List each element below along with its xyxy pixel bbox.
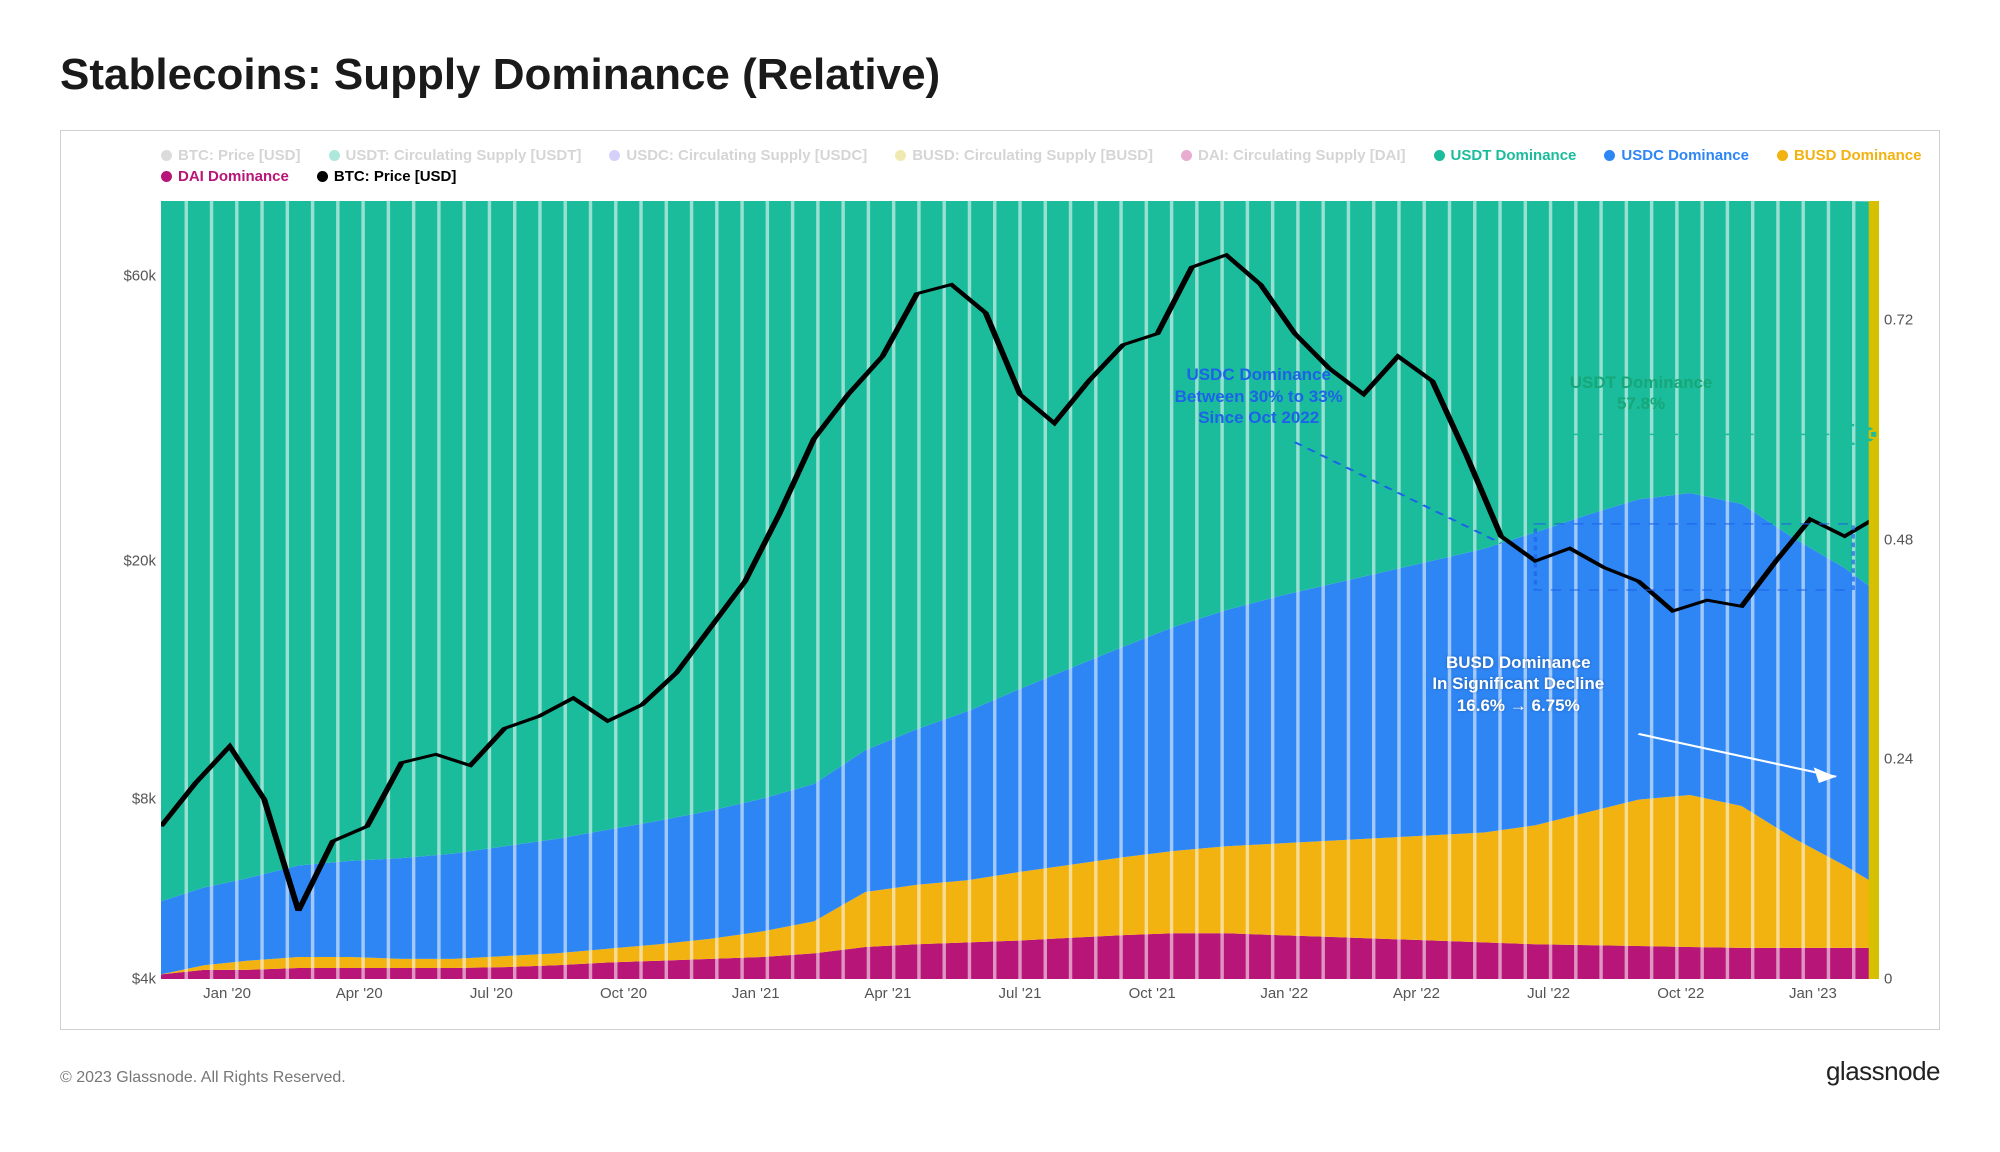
y-tick-right: 0 (1884, 971, 1892, 988)
legend-label: BTC: Price [USD] (178, 147, 301, 164)
y-tick-left: $20k (123, 553, 156, 570)
legend-item[interactable]: BUSD: Circulating Supply [BUSD] (895, 147, 1153, 164)
legend-swatch (609, 150, 620, 161)
legend-item[interactable]: BUSD Dominance (1777, 147, 1922, 164)
x-tick: Jan '23 (1789, 985, 1837, 1002)
brand-logo: glassnode (1826, 1056, 1940, 1087)
legend-label: USDC: Circulating Supply [USDC] (626, 147, 867, 164)
legend-swatch (1181, 150, 1192, 161)
y-tick-right: 0.24 (1884, 751, 1913, 768)
x-tick: Apr '22 (1393, 985, 1440, 1002)
y-axis-left: $60k$20k$8k$4k (101, 201, 156, 979)
legend-label: USDT: Circulating Supply [USDT] (346, 147, 582, 164)
y-tick-left: $4k (132, 971, 156, 988)
legend-item[interactable]: DAI Dominance (161, 168, 289, 185)
x-tick: Jan '21 (732, 985, 780, 1002)
legend-label: BUSD: Circulating Supply [BUSD] (912, 147, 1153, 164)
legend-swatch (1434, 150, 1445, 161)
y-tick-right: 0.48 (1884, 531, 1913, 548)
x-tick: Jan '22 (1260, 985, 1308, 1002)
legend-item[interactable]: BTC: Price [USD] (317, 168, 457, 185)
legend-item[interactable]: USDT Dominance (1434, 147, 1577, 164)
y-axis-right: 0.720.480.240 (1884, 201, 1929, 979)
legend-label: DAI Dominance (178, 168, 289, 185)
legend: BTC: Price [USD] USDT: Circulating Supply… (161, 147, 1929, 185)
x-tick: Jul '22 (1527, 985, 1570, 1002)
x-tick: Oct '21 (1129, 985, 1176, 1002)
annotation-usdt: USDT Dominance57.8% (1570, 372, 1713, 415)
y-tick-left: $60k (123, 267, 156, 284)
legend-swatch (161, 150, 172, 161)
x-tick: Jan '20 (203, 985, 251, 1002)
legend-item[interactable]: DAI: Circulating Supply [DAI] (1181, 147, 1406, 164)
y-tick-right: 0.72 (1884, 311, 1913, 328)
legend-item[interactable]: USDC: Circulating Supply [USDC] (609, 147, 867, 164)
legend-swatch (161, 171, 172, 182)
legend-swatch (317, 171, 328, 182)
annotation-busd: BUSD DominanceIn Significant Decline16.6… (1432, 652, 1604, 716)
legend-item[interactable]: USDT: Circulating Supply [USDT] (329, 147, 582, 164)
legend-label: BTC: Price [USD] (334, 168, 457, 185)
x-tick: Oct '22 (1657, 985, 1704, 1002)
legend-item[interactable]: BTC: Price [USD] (161, 147, 301, 164)
x-tick: Apr '20 (336, 985, 383, 1002)
annotation-usdc: USDC DominanceBetween 30% to 33%Since Oc… (1175, 364, 1343, 428)
x-tick: Jul '20 (470, 985, 513, 1002)
x-axis: Jan '20 Apr '20 Jul '20 Oct '20 Jan '21 Apr '… (161, 985, 1879, 1011)
legend-label: USDC Dominance (1621, 147, 1749, 164)
legend-swatch (1604, 150, 1615, 161)
legend-label: DAI: Circulating Supply [DAI] (1198, 147, 1406, 164)
copyright-text: © 2023 Glassnode. All Rights Reserved. (60, 1069, 346, 1087)
legend-label: USDT Dominance (1451, 147, 1577, 164)
legend-swatch (895, 150, 906, 161)
x-tick: Oct '20 (600, 985, 647, 1002)
chart-svg (161, 201, 1879, 979)
x-tick: Apr '21 (864, 985, 911, 1002)
chart-container: BTC: Price [USD] USDT: Circulating Supply… (60, 130, 1940, 1030)
y-tick-left: $8k (132, 790, 156, 807)
x-tick: Jul '21 (999, 985, 1042, 1002)
legend-swatch (329, 150, 340, 161)
legend-item[interactable]: USDC Dominance (1604, 147, 1749, 164)
footer: © 2023 Glassnode. All Rights Reserved. g… (60, 1056, 1940, 1087)
plot-area: USDC DominanceBetween 30% to 33%Since Oc… (161, 201, 1879, 979)
legend-label: BUSD Dominance (1794, 147, 1922, 164)
legend-swatch (1777, 150, 1788, 161)
page-title: Stablecoins: Supply Dominance (Relative) (60, 50, 1940, 100)
